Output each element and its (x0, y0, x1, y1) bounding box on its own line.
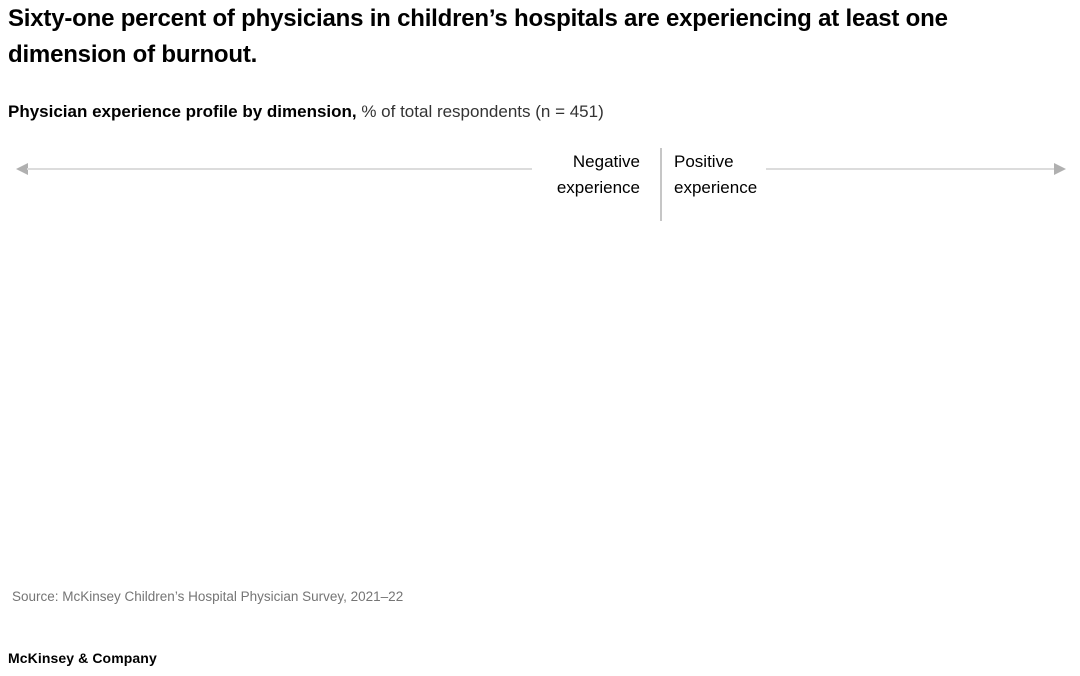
negative-experience-label: Negative experience (556, 152, 640, 197)
arrow-right-icon (1054, 163, 1066, 175)
experience-axis: Negative experience Positive experience (0, 145, 1080, 225)
mckinsey-company-wordmark: McKinsey & Company (8, 650, 157, 666)
subtitle-emphasis: Physician experience profile by dimensio… (8, 102, 357, 121)
arrow-left-icon (16, 163, 28, 175)
exhibit-subtitle: Physician experience profile by dimensio… (8, 100, 1028, 124)
positive-experience-label: Positive experience (674, 152, 758, 197)
subtitle-unit: % of total respondents (n = 451) (356, 102, 604, 121)
positive-axis-line (766, 168, 1056, 170)
axis-divider (660, 148, 662, 221)
source-note: Source: McKinsey Children’s Hospital Phy… (12, 589, 404, 604)
plot-area (0, 230, 1080, 580)
negative-axis-line (27, 168, 532, 170)
exhibit-title: Sixty-one percent of physicians in child… (8, 5, 948, 68)
